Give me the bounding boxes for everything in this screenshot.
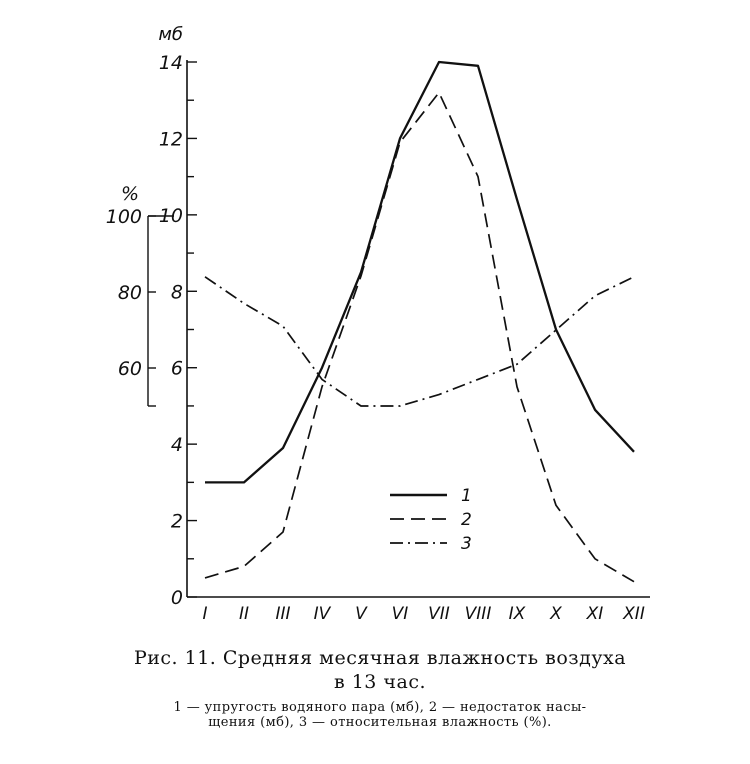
x-axis-tick-label: XII <box>622 604 645 624</box>
figure-legend-note: 1 — упругость водяного пара (мб), 2 — не… <box>90 700 670 730</box>
figure-caption: Рис. 11. Средняя месячная влажность возд… <box>90 646 670 694</box>
series-line-2 <box>204 91 635 583</box>
x-axis-tick-label: I <box>202 604 207 624</box>
caption-title-line1: Рис. 11. Средняя месячная влажность возд… <box>133 647 627 669</box>
left-axis-tick-label: 8 <box>171 281 183 303</box>
x-axis-tick-label: XI <box>586 604 604 624</box>
left-axis-tick-label: 4 <box>171 434 183 456</box>
x-axis-tick-label: VII <box>428 604 450 624</box>
x-axis-tick-label: VI <box>392 604 409 624</box>
x-axis-tick-label: IX <box>509 604 526 624</box>
left-axis-tick-label: 12 <box>159 128 183 150</box>
percent-axis-unit-label: % <box>121 183 139 205</box>
series-line-1 <box>205 60 635 484</box>
left-axis-tick-label: 14 <box>159 52 183 74</box>
left-axis-tick-label: 6 <box>171 358 183 380</box>
x-axis-tick-label: V <box>355 604 368 624</box>
x-axis-tick-label: IV <box>314 604 332 624</box>
caption-note-line2: щения (мб), 3 — относительная влажность … <box>208 715 552 730</box>
x-axis-tick-label: X <box>549 604 562 624</box>
left-axis-tick-label: 2 <box>171 511 183 533</box>
chart-legend: 1 2 3 <box>390 486 472 554</box>
caption-note-line1: 1 — упругость водяного пара (мб), 2 — не… <box>173 700 587 715</box>
chart-series <box>204 60 635 583</box>
x-axis-tick-label: II <box>239 604 249 624</box>
percent-axis-tick-label: 80 <box>118 282 142 304</box>
left-axis-unit-label: мб <box>158 24 183 45</box>
series-line-3 <box>204 276 635 407</box>
legend-label-1: 1 <box>461 486 472 506</box>
legend-label-2: 2 <box>461 510 472 530</box>
caption-title-line2: в 13 час. <box>333 671 427 693</box>
x-axis-tick-label: III <box>275 604 290 624</box>
x-axis-tick-label: VIII <box>465 604 492 624</box>
legend-label-3: 3 <box>461 534 472 554</box>
left-axis-tick-label: 10 <box>159 205 183 227</box>
left-axis-tick-label: 0 <box>171 587 183 609</box>
percent-axis-tick-label: 100 <box>106 206 142 228</box>
percent-axis-tick-label: 60 <box>118 358 142 380</box>
